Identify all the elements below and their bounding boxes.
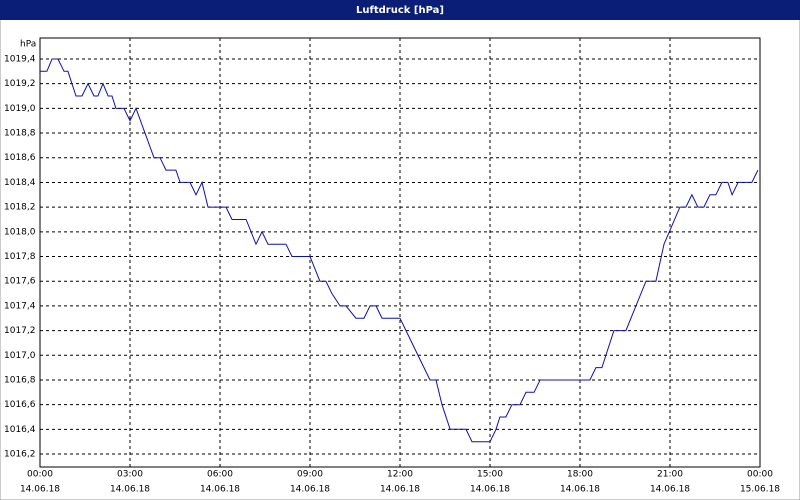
y-tick-label: 1017,4 <box>4 301 36 311</box>
title-bar <box>0 0 800 20</box>
y-tick-label: 1016,4 <box>4 425 36 435</box>
y-tick-label: 1018,6 <box>4 153 36 163</box>
x-tick-label: 18:00 <box>567 470 593 480</box>
y-tick-label: 1018,4 <box>4 178 36 188</box>
x-tick-label: 06:00 <box>207 470 233 480</box>
y-tick-label: 1017,8 <box>4 252 36 262</box>
y-tick-label: 1019,4 <box>4 54 36 64</box>
x-tick-label: 03:00 <box>117 470 143 480</box>
x-tick-label: 09:00 <box>297 470 323 480</box>
y-tick-label: 1017,0 <box>4 351 36 361</box>
x-tick-label: 15:00 <box>477 470 503 480</box>
x-tick-sublabel: 14.06.18 <box>470 485 510 495</box>
x-tick-sublabel: 14.06.18 <box>200 485 240 495</box>
x-tick-sublabel: 14.06.18 <box>20 485 60 495</box>
y-tick-label: 1016,6 <box>4 400 36 410</box>
x-tick-label: 00:00 <box>747 470 773 480</box>
x-tick-label: 00:00 <box>27 470 53 480</box>
y-tick-label: 1016,2 <box>4 450 36 460</box>
data-line <box>40 58 759 443</box>
y-tick-label: 1019,2 <box>4 79 36 89</box>
x-tick-sublabel: 14.06.18 <box>560 485 600 495</box>
y-tick-label: 1017,6 <box>4 277 36 287</box>
window-title: Luftdruck [hPa] <box>356 5 444 16</box>
y-tick-label: 1019,0 <box>4 104 36 114</box>
x-tick-sublabel: 14.06.18 <box>110 485 150 495</box>
x-tick-sublabel: 14.06.18 <box>650 485 690 495</box>
y-tick-label: 1018,8 <box>4 129 36 139</box>
y-tick-label: 1018,2 <box>4 203 36 213</box>
x-tick-sublabel: 14.06.18 <box>290 485 330 495</box>
y-tick-label: 1018,0 <box>4 227 36 237</box>
x-tick-label: 12:00 <box>387 470 413 480</box>
y-tick-label: 1017,2 <box>4 326 36 336</box>
y-unit: hPa <box>20 40 36 50</box>
x-tick-sublabel: 14.06.18 <box>380 485 420 495</box>
x-tick-sublabel: 15.06.18 <box>740 485 780 495</box>
plot-border <box>39 37 761 468</box>
x-tick-label: 21:00 <box>657 470 683 480</box>
y-tick-label: 1016,8 <box>4 375 36 385</box>
